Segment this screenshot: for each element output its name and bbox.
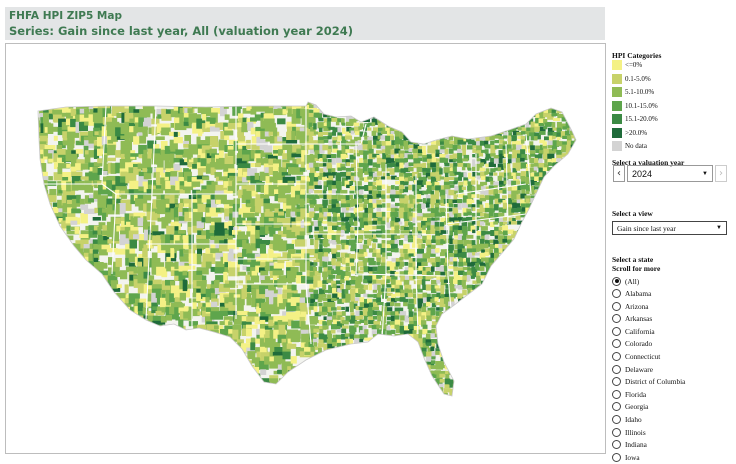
legend-swatch bbox=[612, 74, 622, 84]
caret-down-icon: ▼ bbox=[702, 171, 708, 177]
state-option-label: Arkansas bbox=[625, 314, 652, 323]
legend-swatch bbox=[612, 60, 622, 70]
state-option[interactable]: Connecticut bbox=[612, 351, 685, 363]
legend-label: <=0% bbox=[625, 61, 642, 69]
legend-item[interactable]: <=0% bbox=[612, 60, 642, 70]
legend-swatch bbox=[612, 101, 622, 111]
caret-down-icon: ▼ bbox=[716, 225, 722, 231]
state-label-line2: Scroll for more bbox=[612, 264, 660, 273]
state-option-label: Delaware bbox=[625, 365, 653, 374]
year-value: 2024 bbox=[632, 169, 652, 179]
legend-item[interactable]: 0.1-5.0% bbox=[612, 74, 651, 84]
radio-button[interactable] bbox=[612, 390, 621, 399]
year-dropdown[interactable]: 2024 ▼ bbox=[627, 165, 713, 182]
legend-label: 15.1-20.0% bbox=[625, 115, 658, 123]
radio-button[interactable] bbox=[612, 453, 621, 462]
state-option-label: (All) bbox=[625, 277, 639, 286]
state-option-label: Georgia bbox=[625, 402, 648, 411]
radio-button[interactable] bbox=[612, 302, 621, 311]
state-option-label: California bbox=[625, 327, 655, 336]
state-option[interactable]: Arizona bbox=[612, 300, 685, 312]
state-option-label: District of Columbia bbox=[625, 377, 685, 386]
view-value: Gain since last year bbox=[617, 224, 676, 233]
state-option-label: Alabama bbox=[625, 289, 651, 298]
legend-label: 5.1-10.0% bbox=[625, 88, 654, 96]
state-option-label: Florida bbox=[625, 390, 646, 399]
state-option-label: Iowa bbox=[625, 453, 640, 462]
year-next-button[interactable]: › bbox=[715, 165, 727, 182]
radio-button[interactable] bbox=[612, 365, 621, 374]
legend-swatch bbox=[612, 128, 622, 138]
legend-swatch bbox=[612, 114, 622, 124]
legend-swatch bbox=[612, 141, 622, 151]
radio-button[interactable] bbox=[612, 277, 621, 286]
state-option-label: Idaho bbox=[625, 415, 642, 424]
dashboard-subtitle: Series: Gain since last year, All (valua… bbox=[9, 23, 601, 39]
view-dropdown[interactable]: Gain since last year ▼ bbox=[612, 221, 727, 235]
radio-button[interactable] bbox=[612, 428, 621, 437]
state-option[interactable]: Georgia bbox=[612, 401, 685, 413]
dashboard-header: FHFA HPI ZIP5 Map Series: Gain since las… bbox=[5, 7, 605, 40]
chevron-left-icon: ‹ bbox=[617, 168, 621, 179]
us-zip-choropleth-map[interactable] bbox=[6, 44, 605, 453]
state-option[interactable]: (All) bbox=[612, 275, 685, 287]
legend-label: 0.1-5.0% bbox=[625, 75, 651, 83]
state-option[interactable]: Arkansas bbox=[612, 313, 685, 325]
year-selector: ‹ 2024 ▼ › bbox=[612, 165, 734, 183]
legend-title: HPI Categories bbox=[612, 51, 661, 60]
legend-swatch bbox=[612, 87, 622, 97]
state-option[interactable]: Idaho bbox=[612, 414, 685, 426]
view-label: Select a view bbox=[612, 209, 653, 218]
legend-label: >20.0% bbox=[625, 129, 647, 137]
state-option[interactable]: District of Columbia bbox=[612, 376, 685, 388]
state-option-label: Indiana bbox=[625, 440, 647, 449]
radio-button[interactable] bbox=[612, 377, 621, 386]
state-option[interactable]: Iowa bbox=[612, 451, 685, 463]
radio-button[interactable] bbox=[612, 402, 621, 411]
state-option[interactable]: Illinois bbox=[612, 426, 685, 438]
state-radio-list: (All) Alabama Arizona Arkansas California Col… bbox=[612, 275, 685, 464]
state-option[interactable]: Delaware bbox=[612, 363, 685, 375]
legend-item[interactable]: 10.1-15.0% bbox=[612, 101, 658, 111]
map-frame bbox=[5, 43, 606, 454]
legend-item[interactable]: >20.0% bbox=[612, 128, 647, 138]
legend-label: 10.1-15.0% bbox=[625, 102, 658, 110]
state-option-label: Connecticut bbox=[625, 352, 660, 361]
radio-button[interactable] bbox=[612, 352, 621, 361]
state-option-label: Arizona bbox=[625, 302, 649, 311]
state-option[interactable]: Indiana bbox=[612, 439, 685, 451]
legend-label: No data bbox=[625, 142, 647, 150]
radio-button[interactable] bbox=[612, 415, 621, 424]
radio-button[interactable] bbox=[612, 314, 621, 323]
chevron-right-icon: › bbox=[719, 168, 723, 179]
state-label-line1: Select a state bbox=[612, 255, 653, 264]
legend-item[interactable]: No data bbox=[612, 141, 647, 151]
state-option-label: Colorado bbox=[625, 339, 652, 348]
state-option[interactable]: Colorado bbox=[612, 338, 685, 350]
radio-button[interactable] bbox=[612, 327, 621, 336]
state-option[interactable]: Alabama bbox=[612, 288, 685, 300]
year-prev-button[interactable]: ‹ bbox=[613, 165, 625, 182]
state-option[interactable]: California bbox=[612, 325, 685, 337]
legend-item[interactable]: 15.1-20.0% bbox=[612, 114, 658, 124]
radio-button[interactable] bbox=[612, 339, 621, 348]
state-option[interactable]: Florida bbox=[612, 388, 685, 400]
radio-button[interactable] bbox=[612, 289, 621, 298]
state-option-label: Illinois bbox=[625, 428, 646, 437]
legend-item[interactable]: 5.1-10.0% bbox=[612, 87, 654, 97]
radio-button[interactable] bbox=[612, 440, 621, 449]
dashboard-title: FHFA HPI ZIP5 Map bbox=[9, 9, 601, 23]
